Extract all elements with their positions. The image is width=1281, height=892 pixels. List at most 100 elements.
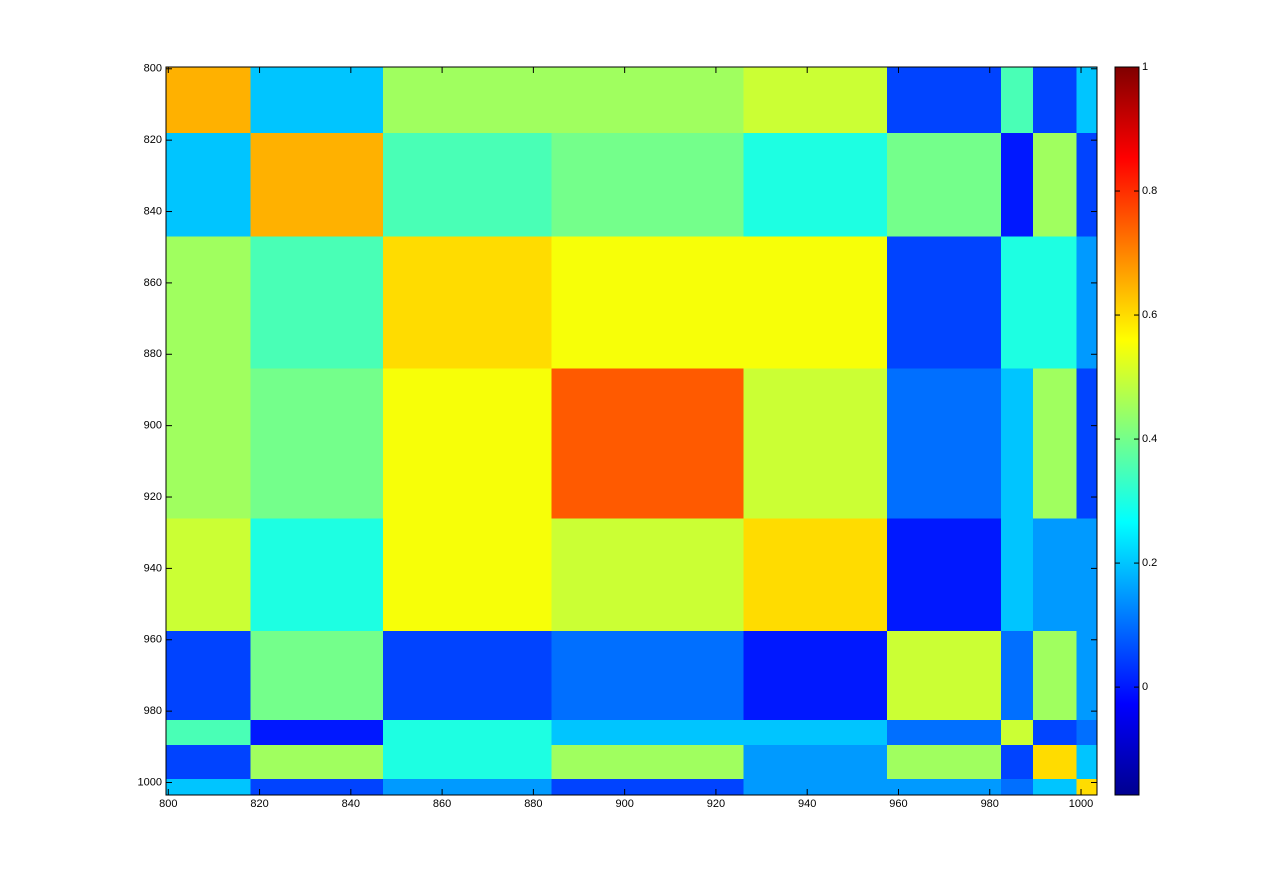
y-tick-label: 840 (144, 205, 162, 217)
heatmap-cell (551, 630, 744, 721)
heatmap-cell (887, 236, 1002, 369)
heatmap-cell (1076, 518, 1097, 631)
heatmap-cell (887, 133, 1002, 237)
heatmap-cell (551, 236, 744, 369)
heatmap-cell (1033, 630, 1077, 721)
heatmap-cell (1001, 720, 1034, 746)
heatmap-cell (1076, 630, 1097, 721)
heatmap-cell (1076, 133, 1097, 237)
heatmap-cell (1033, 67, 1077, 134)
heatmap-cell (1076, 778, 1097, 795)
y-tick-label: 920 (144, 491, 162, 503)
heatmap-cell (887, 67, 1002, 134)
heatmap-cell (887, 630, 1002, 721)
heatmap-cell (1001, 518, 1034, 631)
heatmap-cell (1001, 745, 1034, 779)
heatmap-cell (166, 630, 251, 721)
heatmap-cell (551, 368, 744, 519)
y-tick-label: 980 (144, 705, 162, 717)
heatmap-cell (250, 133, 383, 237)
heatmap-cell (551, 720, 744, 746)
heatmap-cell (250, 368, 383, 519)
heatmap-cell (1001, 67, 1034, 134)
heatmap-cell (887, 368, 1002, 519)
heatmap-cell (1033, 518, 1077, 631)
colorbar-tick-label: 0.2 (1142, 557, 1157, 569)
heatmap-cell (551, 67, 744, 134)
heatmap-cell (1001, 630, 1034, 721)
heatmap-cell (382, 368, 552, 519)
heatmap-cell (743, 518, 888, 631)
heatmap-cell (1076, 236, 1097, 369)
heatmap-cell (743, 133, 888, 237)
colorbar (1114, 66, 1140, 796)
y-tick-label: 960 (144, 634, 162, 646)
heatmap-cell (887, 518, 1002, 631)
heatmap-cell (1033, 236, 1077, 369)
heatmap-cell (1033, 745, 1077, 779)
heatmap-cell (1076, 67, 1097, 134)
heatmap-cell (551, 133, 744, 237)
x-tick-label: 820 (250, 798, 268, 810)
x-tick-label: 980 (981, 798, 999, 810)
colorbar-tick-label: 0.6 (1142, 309, 1157, 321)
y-tick-label: 820 (144, 134, 162, 146)
heatmap-cell (382, 518, 552, 631)
heatmap (166, 67, 1097, 795)
heatmap-cell (166, 236, 251, 369)
heatmap-cell (250, 67, 383, 134)
colorbar-tick-label: 0.8 (1142, 185, 1157, 197)
heatmap-cell (1033, 778, 1077, 795)
heatmap-cell (382, 745, 552, 779)
y-tick-label: 900 (144, 420, 162, 432)
heatmap-cell (166, 67, 251, 134)
heatmap-cell (250, 720, 383, 746)
heatmap-cell (551, 745, 744, 779)
heatmap-cell (1076, 720, 1097, 746)
heatmap-cell (250, 518, 383, 631)
colorbar-tick-label: 0 (1142, 681, 1148, 693)
heatmap-cell (887, 720, 1002, 746)
heatmap-cell (743, 630, 888, 721)
heatmap-cell (1076, 745, 1097, 779)
heatmap-cell (166, 745, 251, 779)
y-tick-label: 800 (144, 63, 162, 75)
heatmap-cell (166, 518, 251, 631)
plot-frame (165, 66, 1098, 796)
heatmap-cell (743, 720, 888, 746)
x-tick-label: 880 (524, 798, 542, 810)
heatmap-cell (382, 778, 552, 795)
y-tick-label: 880 (144, 348, 162, 360)
x-tick-label: 840 (342, 798, 360, 810)
y-tick-label: 940 (144, 562, 162, 574)
heatmap-cell (551, 778, 744, 795)
heatmap-cell (166, 778, 251, 795)
x-tick-label: 940 (798, 798, 816, 810)
heatmap-cell (382, 630, 552, 721)
heatmap-cell (250, 630, 383, 721)
x-tick-label: 900 (615, 798, 633, 810)
heatmap-cell (1001, 236, 1034, 369)
heatmap-cell (382, 236, 552, 369)
colorbar-tick-label: 0.4 (1142, 433, 1157, 445)
heatmap-cell (166, 133, 251, 237)
x-tick-label: 860 (433, 798, 451, 810)
heatmap-cell (382, 720, 552, 746)
heatmap-cell (250, 745, 383, 779)
heatmap-cell (382, 67, 552, 134)
heatmap-cell (1001, 778, 1034, 795)
heatmap-cell (887, 778, 1002, 795)
y-tick-label: 860 (144, 277, 162, 289)
heatmap-cell (1033, 133, 1077, 237)
heatmap-cell (1033, 368, 1077, 519)
heatmap-cell (1001, 368, 1034, 519)
x-tick-label: 800 (159, 798, 177, 810)
heatmap-cell (743, 67, 888, 134)
heatmap-cell (1033, 720, 1077, 746)
heatmap-cell (743, 745, 888, 779)
heatmap-cell (1001, 133, 1034, 237)
heatmap-cell (743, 368, 888, 519)
x-tick-label: 1000 (1069, 798, 1093, 810)
heatmap-cell (382, 133, 552, 237)
